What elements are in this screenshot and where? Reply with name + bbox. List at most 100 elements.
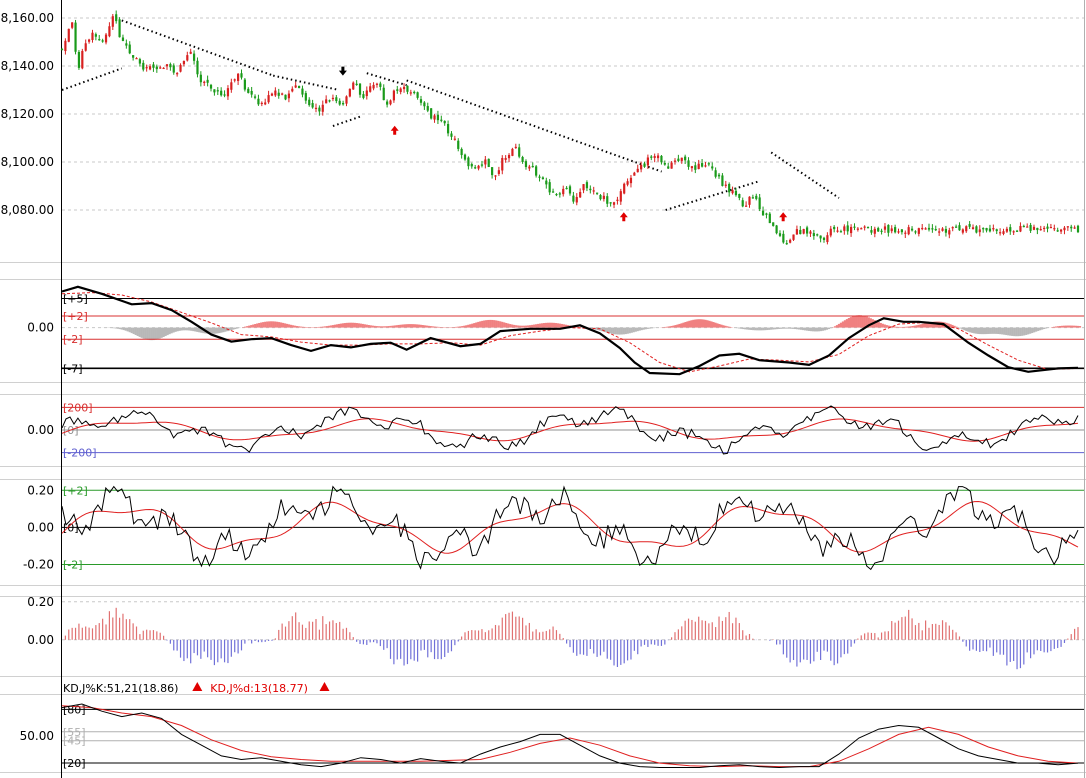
candle-body [579, 192, 582, 198]
candle-body [914, 231, 917, 233]
candle-body [778, 233, 782, 236]
candle-body [951, 227, 954, 229]
candle-body [348, 88, 351, 97]
candle-body [474, 167, 477, 169]
candle-body [233, 79, 236, 81]
candle-body [623, 183, 626, 194]
trend-line [770, 151, 840, 199]
candle-body [104, 34, 108, 43]
candle-body [501, 157, 504, 171]
candle-body [805, 227, 809, 234]
candle-body [314, 107, 318, 110]
candle-body [839, 231, 843, 233]
candle-body [717, 174, 721, 177]
candle-body [206, 79, 209, 83]
candle-body [426, 106, 429, 111]
candle-body [528, 166, 531, 169]
candle-body [304, 93, 307, 101]
candle-body [866, 227, 870, 229]
candle-body [209, 84, 213, 89]
candle-body [345, 96, 348, 104]
candle-body [667, 166, 670, 169]
level-label: [-2] [63, 558, 83, 571]
candle-body [446, 124, 450, 134]
candle-body [612, 202, 616, 205]
candle-body [71, 22, 74, 28]
candle-body [379, 83, 382, 87]
candle-body [1049, 226, 1053, 229]
candle-body [1012, 231, 1015, 233]
candle-body [152, 64, 155, 68]
price-panel [60, 10, 1084, 245]
candle-body [1073, 227, 1076, 229]
candle-body [904, 232, 907, 234]
candle-body [799, 229, 802, 235]
candle-body [738, 194, 741, 198]
candle-body [135, 58, 138, 60]
candle-body [592, 190, 595, 192]
trend-line [406, 79, 662, 173]
candle-body [538, 176, 541, 178]
candle-body [396, 89, 399, 91]
candle-body [531, 165, 534, 168]
candle-body [331, 97, 335, 100]
candle-body [1046, 226, 1049, 229]
candle-body [484, 159, 487, 165]
candle-body [650, 156, 653, 158]
candle-body [663, 162, 666, 165]
kd-panel: [80][55][45][20]KD,J%K:51,21(18.86) KD,J%… [61, 682, 1084, 770]
level-label: [-200] [63, 447, 97, 460]
candle-body [355, 83, 358, 86]
candle-body [1066, 226, 1069, 228]
level-label: [200] [63, 401, 93, 414]
candle-body [795, 229, 799, 235]
candle-body [887, 224, 890, 233]
candle-body [968, 224, 971, 227]
candle-body [812, 233, 815, 237]
candle-body [802, 229, 805, 234]
indicator-3-y-tick: -0.20 [23, 557, 54, 571]
candle-body [890, 228, 893, 232]
candle-body [643, 163, 646, 167]
candle-body [182, 61, 186, 65]
candle-body [487, 158, 490, 167]
candle-body [822, 237, 826, 241]
candle-body [829, 228, 832, 236]
candle-body [524, 161, 528, 168]
candle-body [934, 229, 937, 231]
candle-body [297, 86, 301, 89]
candle-body [843, 226, 846, 231]
candle-body [965, 226, 968, 232]
indicator-1-y-tick: 0.00 [27, 321, 54, 335]
candle-body [406, 85, 409, 92]
price-y-tick: 8,080.00 [1, 203, 54, 217]
candle-body [213, 89, 216, 93]
candle-body [460, 148, 463, 156]
candle-body [636, 168, 639, 173]
candle-body [1029, 224, 1032, 231]
candle-body [514, 146, 517, 149]
candle-body [809, 231, 812, 234]
candle-body [910, 228, 914, 231]
candle-body [853, 226, 856, 228]
candle-body [419, 99, 423, 103]
candle-body [677, 158, 680, 161]
candle-body [270, 93, 274, 96]
candle-body [873, 228, 876, 234]
candle-body [792, 234, 795, 240]
candle-body [535, 166, 538, 176]
candle-body [260, 102, 263, 105]
candle-body [755, 195, 758, 199]
candle-body [463, 154, 467, 160]
candle-body [203, 81, 206, 83]
candle-body [619, 191, 622, 202]
candle-body [98, 39, 101, 41]
candle-body [81, 50, 84, 69]
candle-body [101, 40, 104, 42]
candle-body [900, 229, 903, 233]
candle-body [118, 19, 121, 38]
legend-label: KD,J%K:51,21(18.86) [63, 682, 178, 695]
candle-body [640, 164, 643, 170]
candle-body [562, 188, 565, 195]
candle-body [988, 228, 992, 232]
